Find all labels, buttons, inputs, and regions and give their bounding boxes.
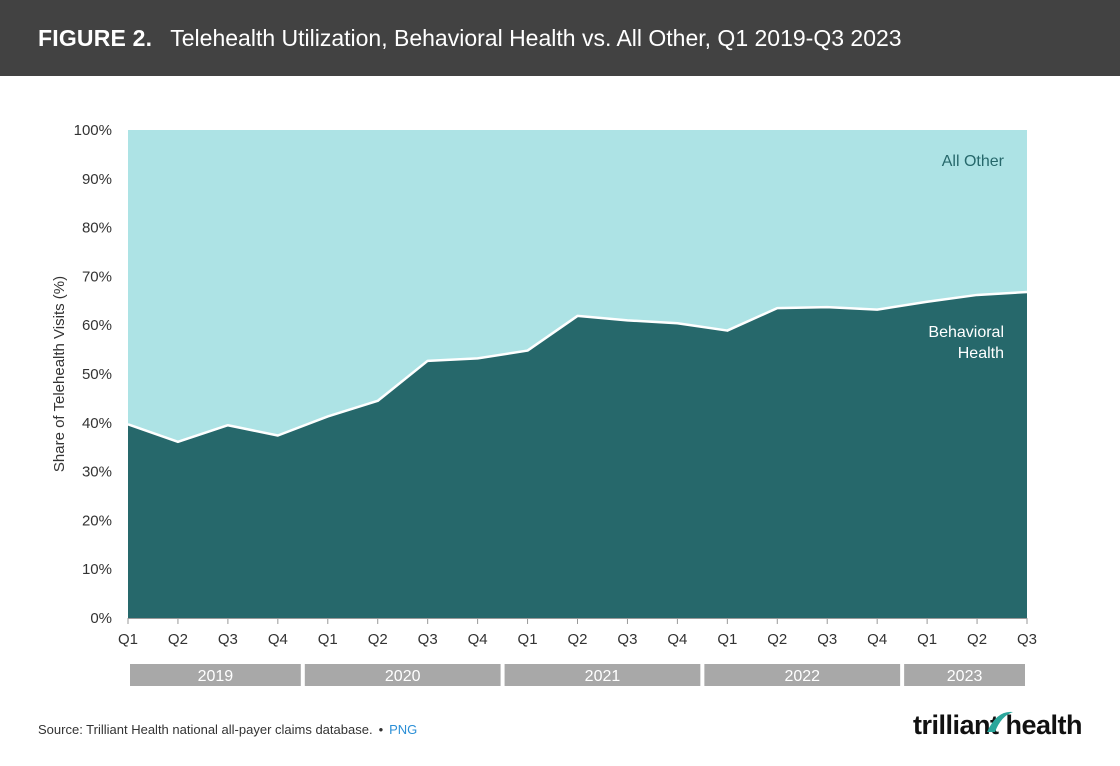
y-tick-label: 60%	[82, 317, 112, 334]
chart-areas	[127, 130, 1028, 618]
x-tick-label: Q1	[518, 631, 538, 648]
y-axis: 0% 10% 20% 30% 40% 50% 60% 70% 80% 90% 100%	[74, 122, 112, 627]
figure-header: FIGURE 2. Telehealth Utilization, Behavi…	[0, 0, 1120, 76]
year-band	[130, 664, 301, 686]
x-tick-label: Q1	[118, 631, 138, 648]
series-label-behavioral-health: Health	[958, 345, 1004, 362]
year-bands: 2019 2020 2021 2022 2023	[130, 664, 1025, 686]
year-label: 2022	[784, 668, 820, 685]
x-tick-label: Q4	[867, 631, 887, 648]
series-labels: All Other Behavioral Health	[928, 153, 1004, 362]
chart-title: Telehealth Utilization, Behavioral Healt…	[170, 24, 902, 51]
x-tick-label: Q1	[717, 631, 737, 648]
y-tick-label: 50%	[82, 366, 112, 383]
x-tick-label: Q3	[1017, 631, 1037, 648]
series-boundary-line	[127, 290, 1028, 444]
y-tick-label: 40%	[82, 415, 112, 432]
separator: •	[378, 722, 384, 737]
source-text: Source: Trilliant Health national all-pa…	[38, 722, 373, 737]
x-tick-label: Q4	[268, 631, 288, 648]
x-axis: Q1 Q2 Q3 Q4 Q1 Q2 Q3 Q4 Q1 Q2 Q3 Q4 Q1 Q2 Q3 Q4 Q1 Q2 Q3	[118, 618, 1037, 648]
year-band	[304, 664, 501, 686]
x-tick-label: Q4	[667, 631, 687, 648]
y-tick-label: 20%	[82, 512, 112, 529]
y-tick-label: 10%	[82, 561, 112, 578]
x-tick-label: Q3	[817, 631, 837, 648]
x-tick-label: Q3	[418, 631, 438, 648]
x-tick-label: Q1	[318, 631, 338, 648]
png-download-link[interactable]: PNG	[389, 722, 418, 737]
logo-swoosh-icon	[987, 711, 1013, 732]
figure-label: FIGURE 2.	[38, 24, 153, 51]
year-label: 2020	[385, 668, 421, 685]
x-tick-label: Q2	[567, 631, 587, 648]
year-band	[504, 664, 701, 686]
year-band	[904, 664, 1025, 686]
year-label: 2019	[198, 668, 234, 685]
year-label: 2021	[585, 668, 621, 685]
x-tick-label: Q1	[917, 631, 937, 648]
y-tick-label: 100%	[74, 122, 112, 139]
y-tick-label: 0%	[90, 610, 112, 627]
year-label: 2023	[947, 668, 983, 685]
y-tick-label: 80%	[82, 220, 112, 237]
y-tick-label: 30%	[82, 464, 112, 481]
area-all-other	[128, 130, 1027, 442]
x-tick-label: Q3	[218, 631, 238, 648]
y-tick-label: 90%	[82, 171, 112, 188]
x-tick-label: Q4	[468, 631, 488, 648]
source-note: Source: Trilliant Health national all-pa…	[38, 722, 417, 737]
y-axis-label: Share of Telehealth Visits (%)	[51, 276, 68, 472]
x-tick-label: Q2	[767, 631, 787, 648]
x-tick-label: Q2	[967, 631, 987, 648]
year-band	[704, 664, 901, 686]
x-tick-label: Q3	[617, 631, 637, 648]
area-behavioral-health	[128, 292, 1027, 618]
series-label-all-other: All Other	[942, 153, 1005, 170]
series-label-behavioral-health: Behavioral	[928, 324, 1004, 341]
x-tick-label: Q2	[368, 631, 388, 648]
y-tick-label: 70%	[82, 268, 112, 285]
x-tick-label: Q2	[168, 631, 188, 648]
